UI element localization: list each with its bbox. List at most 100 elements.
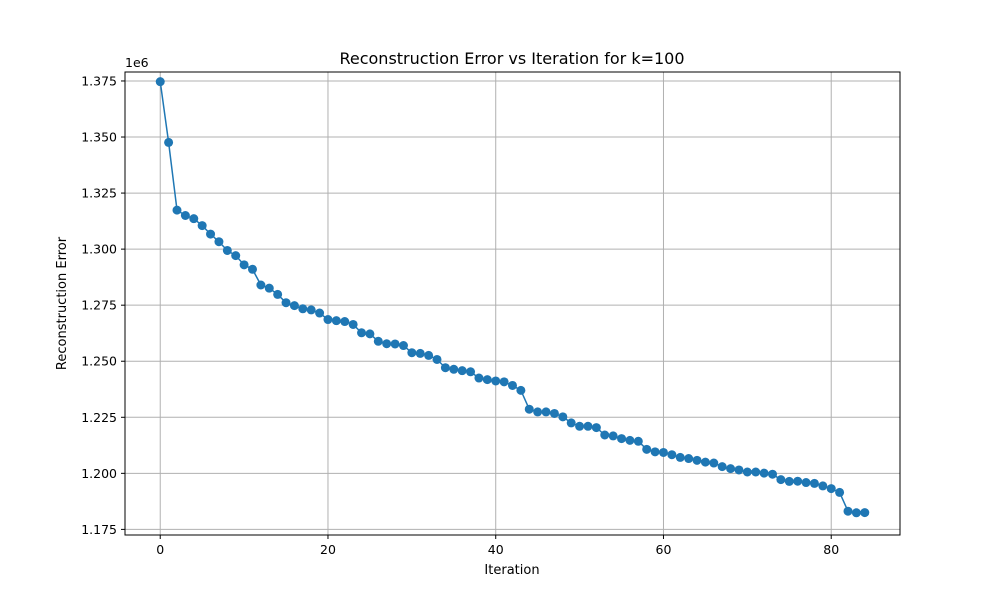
- data-point: [155, 77, 165, 87]
- data-point: [667, 450, 677, 460]
- data-point: [197, 221, 207, 231]
- data-point: [826, 484, 836, 494]
- data-point: [533, 407, 543, 417]
- data-point: [264, 283, 274, 293]
- data-point: [499, 377, 509, 387]
- data-point: [231, 251, 241, 261]
- data-point: [851, 508, 861, 518]
- data-point: [860, 508, 870, 518]
- data-point: [382, 339, 392, 349]
- x-axis: 0 20 40 60 80: [156, 535, 839, 557]
- data-point: [164, 137, 174, 147]
- data-point: [809, 478, 819, 488]
- x-tick-label: 0: [156, 542, 164, 557]
- data-point: [222, 245, 232, 255]
- data-point: [600, 430, 610, 440]
- y-tick-label: 1.350: [81, 130, 117, 145]
- data-point: [835, 487, 845, 497]
- data-point: [440, 363, 450, 373]
- data-point: [189, 214, 199, 224]
- y-tick-label: 1.175: [81, 522, 117, 537]
- y-axis-offset-label: 1e6: [125, 55, 149, 70]
- data-point: [357, 328, 367, 338]
- y-tick-label: 1.325: [81, 186, 117, 201]
- data-point: [306, 305, 316, 315]
- data-point: [206, 229, 216, 239]
- data-point: [315, 308, 325, 318]
- plot-frame: [124, 71, 901, 536]
- data-point: [415, 348, 425, 358]
- data-point: [642, 444, 652, 454]
- data-point: [734, 465, 744, 475]
- y-tick-label: 1.225: [81, 410, 117, 425]
- y-tick-label: 1.275: [81, 298, 117, 313]
- data-point: [700, 457, 710, 467]
- y-tick-label: 1.200: [81, 466, 117, 481]
- data-point: [549, 408, 559, 418]
- data-point: [256, 280, 266, 290]
- data-point: [424, 350, 434, 360]
- data-point: [843, 506, 853, 516]
- data-point: [633, 436, 643, 446]
- data-point: [709, 458, 719, 468]
- data-point: [273, 289, 283, 299]
- data-point: [348, 319, 358, 329]
- data-point: [466, 367, 476, 377]
- data-point: [801, 478, 811, 488]
- data-point: [692, 455, 702, 465]
- y-axis: 1.175 1.200 1.225 1.250 1.275 1.300 1.325 1.350…: [81, 73, 125, 537]
- data-point: [365, 329, 375, 339]
- data-point: [398, 341, 408, 351]
- data-point: [541, 407, 551, 417]
- data-point: [214, 237, 224, 247]
- data-point: [784, 476, 794, 486]
- series-layer: [155, 77, 870, 518]
- data-point: [575, 421, 585, 431]
- data-point: [289, 301, 299, 311]
- data-point: [650, 447, 660, 457]
- data-point: [625, 435, 635, 445]
- data-point: [524, 404, 534, 414]
- data-point: [239, 260, 249, 270]
- data-point: [608, 431, 618, 441]
- data-point: [675, 452, 685, 462]
- data-point: [591, 423, 601, 433]
- data-point: [432, 354, 442, 364]
- data-point: [331, 316, 341, 326]
- data-point: [474, 373, 484, 383]
- data-point: [751, 467, 761, 477]
- data-point: [323, 315, 333, 325]
- data-point: [373, 336, 383, 346]
- data-point: [482, 375, 492, 385]
- x-tick-label: 60: [656, 542, 672, 557]
- x-axis-label: Iteration: [484, 563, 539, 578]
- data-point: [717, 462, 727, 472]
- data-point: [818, 481, 828, 491]
- data-point: [793, 476, 803, 486]
- data-point: [281, 298, 291, 308]
- data-point: [759, 468, 769, 478]
- data-point: [583, 421, 593, 431]
- data-point: [558, 412, 568, 422]
- y-tick-label: 1.300: [81, 242, 117, 257]
- data-point: [742, 467, 752, 477]
- data-point: [768, 469, 778, 479]
- data-point: [776, 475, 786, 485]
- data-point: [390, 339, 400, 349]
- data-point: [172, 205, 182, 215]
- data-point: [617, 434, 627, 444]
- x-tick-label: 20: [320, 542, 336, 557]
- data-point: [457, 366, 467, 376]
- data-point: [298, 304, 308, 314]
- y-tick-label: 1.250: [81, 354, 117, 369]
- data-point: [508, 380, 517, 390]
- chart-title: Reconstruction Error vs Iteration for k=…: [339, 49, 684, 68]
- data-point: [340, 317, 350, 327]
- data-point: [247, 264, 257, 274]
- data-point: [491, 376, 501, 386]
- data-point: [407, 348, 417, 358]
- data-point: [684, 454, 694, 464]
- y-tick-label: 1.375: [81, 73, 117, 88]
